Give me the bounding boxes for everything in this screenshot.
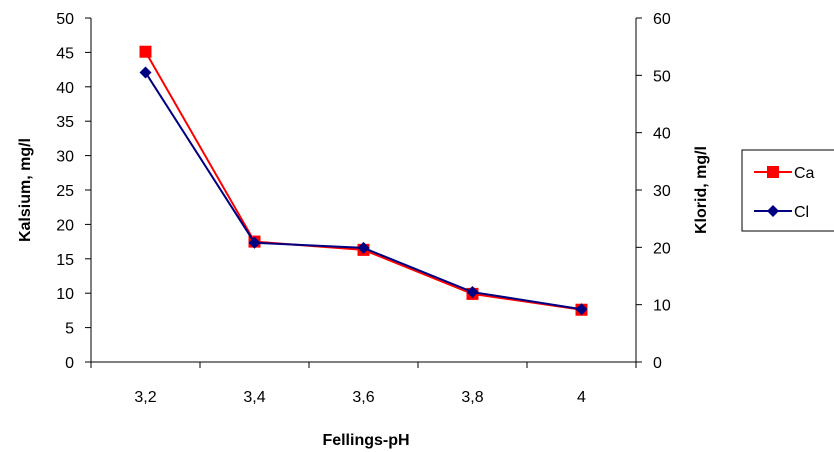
y-right-tick-label: 10 bbox=[653, 298, 671, 315]
x-tick-label: 4 bbox=[577, 389, 586, 406]
y-right-tick-label: 50 bbox=[653, 68, 671, 85]
y-left-tick-label: 10 bbox=[56, 286, 74, 303]
tick-labels: 0 5 10 15 20 25 30 35 40 45 50 0 10 20 30 40 50 60 3,2 3,4 3… bbox=[56, 11, 671, 406]
legend-box bbox=[741, 149, 834, 232]
tick-marks bbox=[85, 17, 642, 368]
legend: Ca Cl bbox=[741, 149, 834, 232]
y-left-tick-label: 5 bbox=[65, 321, 74, 338]
x-tick-label: 3,4 bbox=[243, 389, 265, 406]
series-group bbox=[139, 45, 588, 316]
legend-marker-cl bbox=[767, 205, 779, 217]
y-axis-left-title: Kalsium, mg/l bbox=[17, 138, 34, 242]
y-left-tick-label: 30 bbox=[56, 149, 74, 166]
series-line-ca bbox=[144, 51, 582, 311]
data-point-cl bbox=[248, 236, 261, 249]
y-right-tick-label: 60 bbox=[653, 11, 671, 28]
legend-label-ca: Ca bbox=[794, 165, 815, 182]
y-right-tick-label: 0 bbox=[653, 355, 662, 372]
y-left-tick-label: 45 bbox=[56, 45, 74, 62]
x-tick-label: 3,6 bbox=[352, 389, 374, 406]
x-tick-label: 3,8 bbox=[461, 389, 483, 406]
data-point-ca bbox=[139, 45, 152, 58]
data-point-cl bbox=[357, 241, 370, 254]
y-left-tick-label: 35 bbox=[56, 114, 74, 131]
y-left-tick-label: 25 bbox=[56, 183, 74, 200]
y-right-tick-label: 20 bbox=[653, 240, 671, 257]
x-tick-label: 3,2 bbox=[134, 389, 156, 406]
data-point-cl bbox=[139, 66, 152, 79]
y-axis-right-title: Klorid, mg/l bbox=[693, 146, 710, 234]
x-axis-title: Fellings-pH bbox=[322, 432, 409, 449]
series-line-cl bbox=[144, 71, 582, 311]
axes bbox=[90, 18, 637, 363]
y-left-tick-label: 0 bbox=[65, 355, 74, 372]
legend-marker-ca bbox=[767, 166, 779, 178]
y-left-tick-label: 50 bbox=[56, 11, 74, 28]
y-left-tick-label: 15 bbox=[56, 252, 74, 269]
data-point-cl bbox=[575, 303, 588, 316]
y-left-tick-label: 20 bbox=[56, 217, 74, 234]
y-right-tick-label: 40 bbox=[653, 126, 671, 143]
legend-label-cl: Cl bbox=[794, 204, 809, 221]
data-point-cl bbox=[466, 286, 479, 299]
y-right-tick-label: 30 bbox=[653, 183, 671, 200]
y-left-tick-label: 40 bbox=[56, 80, 74, 97]
